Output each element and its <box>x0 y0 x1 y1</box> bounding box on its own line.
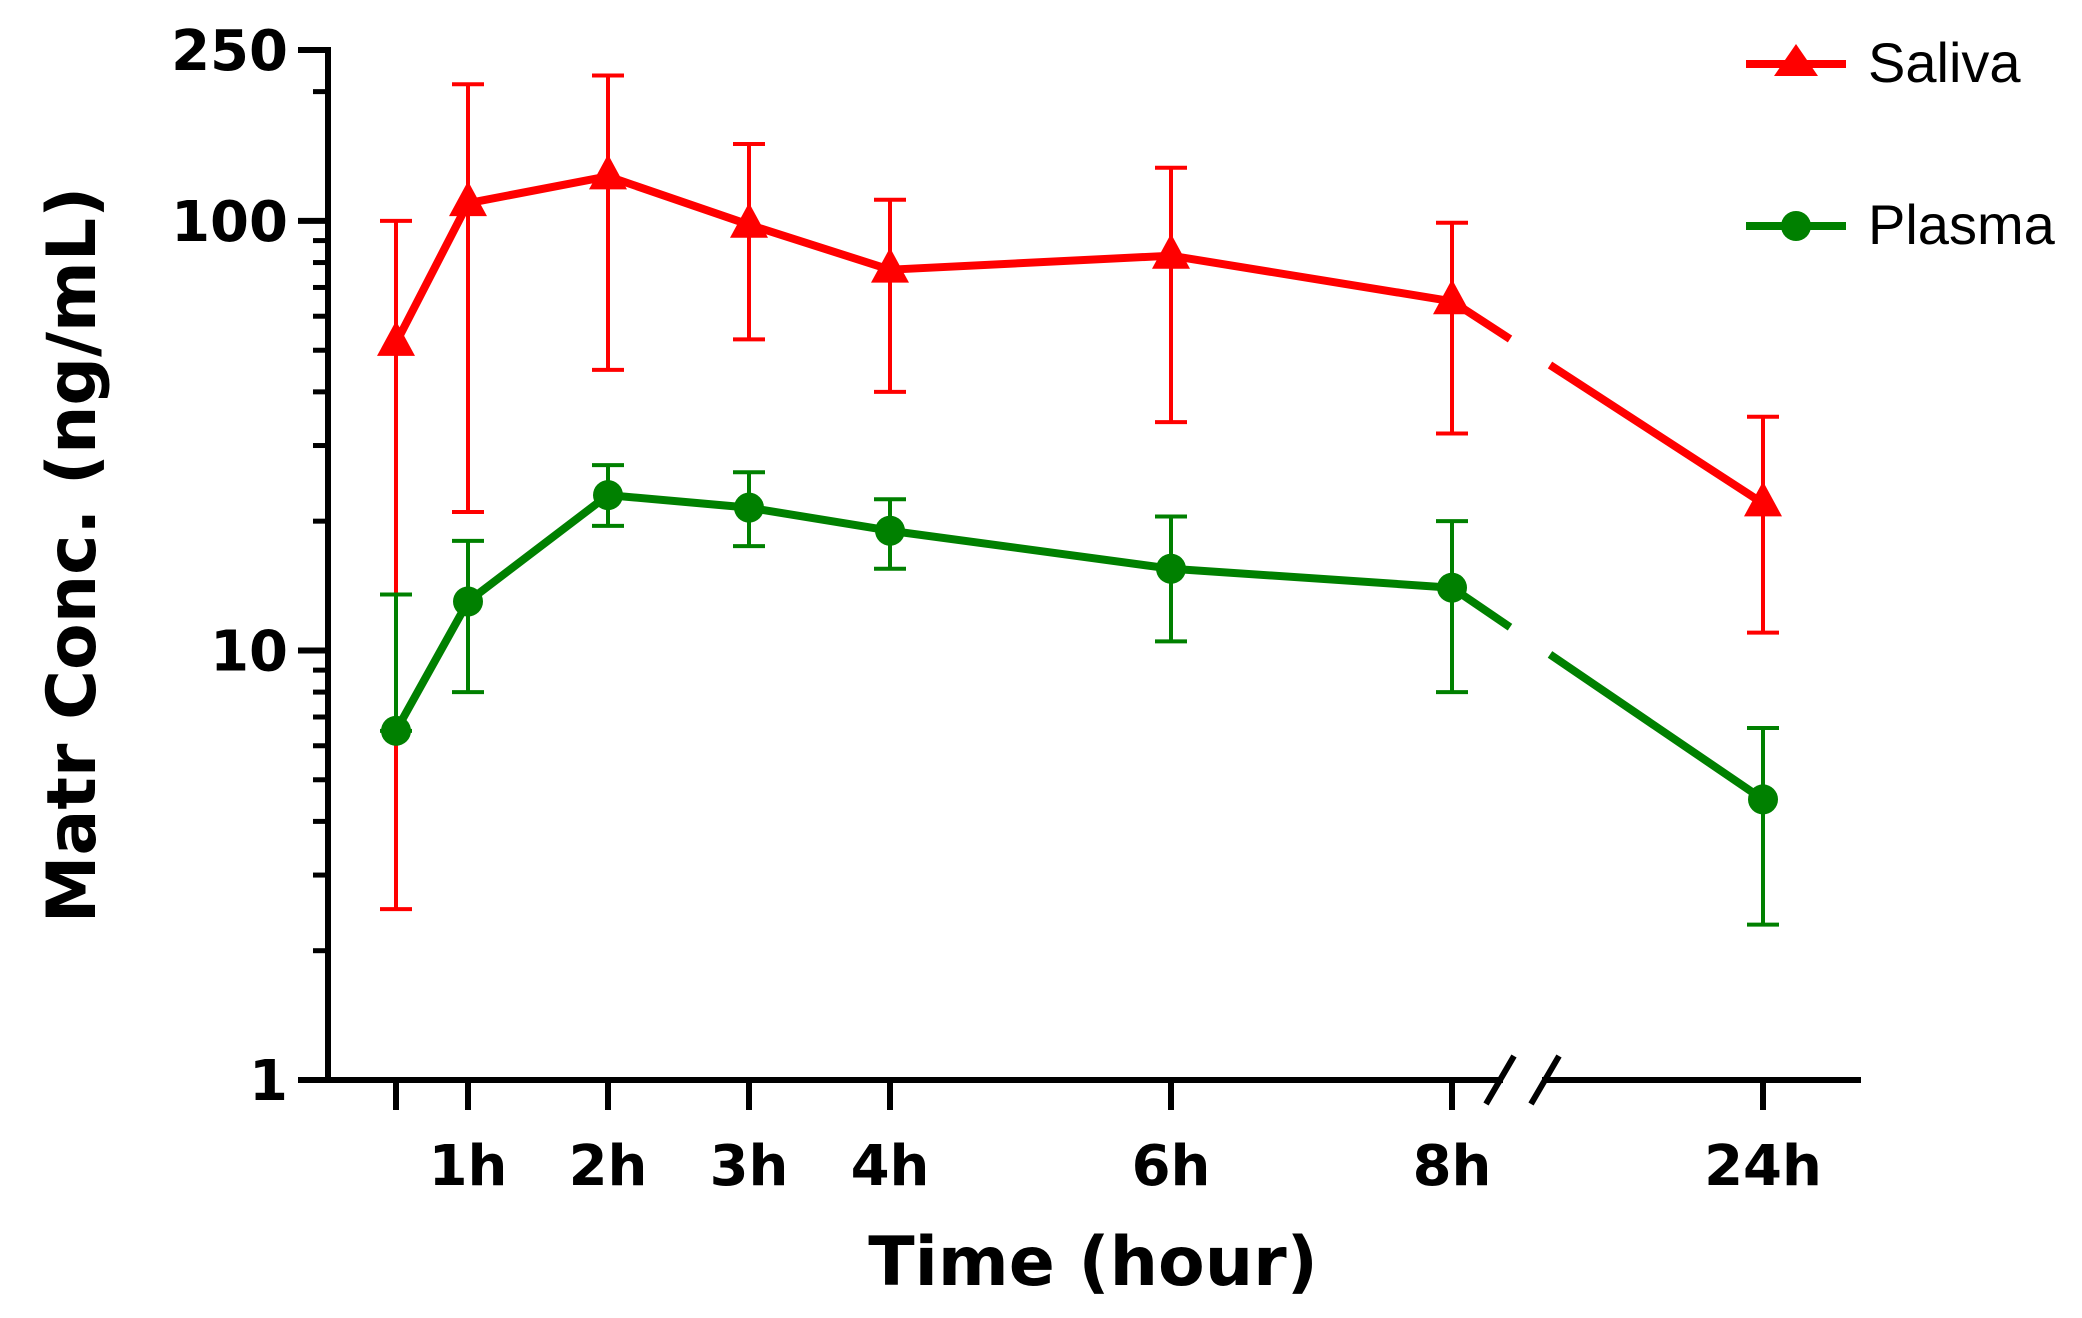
y-tick-label: 1 <box>249 1049 288 1114</box>
data-point-triangle <box>730 202 768 238</box>
x-tick-label: 24h <box>1704 1134 1822 1199</box>
data-point-circle <box>1437 572 1467 603</box>
data-point-triangle <box>1433 279 1471 315</box>
y-tick-label: 100 <box>171 190 288 255</box>
x-tick-label: 3h <box>710 1134 789 1199</box>
x-axis-title: Time (hour) <box>868 1223 1318 1302</box>
series-line <box>1547 361 1766 507</box>
series-line <box>392 491 1453 733</box>
data-point-triangle <box>377 320 415 356</box>
data-point-triangle <box>589 154 627 190</box>
x-tick-label: 4h <box>851 1134 930 1199</box>
data-point-triangle <box>1744 481 1782 517</box>
series-layer <box>377 73 1782 927</box>
y-tick-label: 250 <box>171 19 288 84</box>
data-point-triangle <box>871 247 909 283</box>
legend-plasma-circle-icon <box>1781 211 1811 241</box>
data-point-circle <box>593 480 623 511</box>
series-line <box>392 172 1453 345</box>
series-saliva <box>377 73 1782 912</box>
legend-plasma-label: Plasma <box>1868 193 2056 256</box>
data-point-circle <box>381 715 411 746</box>
data-point-circle <box>734 492 764 523</box>
data-point-triangle <box>449 181 487 217</box>
y-tick-label: 10 <box>210 619 288 684</box>
legend-saliva-triangle-icon <box>1774 44 1818 76</box>
x-tick-label: 1h <box>429 1134 508 1199</box>
x-tick-label: 2h <box>569 1134 648 1199</box>
x-axis-break-mark <box>1528 1054 1562 1106</box>
series-plasma <box>380 463 1779 927</box>
legend-saliva-label: Saliva <box>1868 31 2021 94</box>
legend: Saliva Plasma <box>1746 31 2056 256</box>
data-point-circle <box>453 586 483 617</box>
data-point-triangle <box>1152 233 1190 269</box>
x-axis-break-mark <box>1483 1054 1517 1106</box>
data-point-circle <box>875 515 905 546</box>
x-tick-label: 6h <box>1132 1134 1211 1199</box>
data-point-circle <box>1156 553 1186 584</box>
x-tick-label: 8h <box>1413 1134 1492 1199</box>
y-axis-title: Matr Conc. (ng/mL) <box>33 187 112 923</box>
series-line <box>1547 651 1766 803</box>
axes: 1 10 100 250 1h 2h 3h 4h 6h 8h 24h <box>171 19 1861 1199</box>
data-point-circle <box>1748 784 1778 815</box>
